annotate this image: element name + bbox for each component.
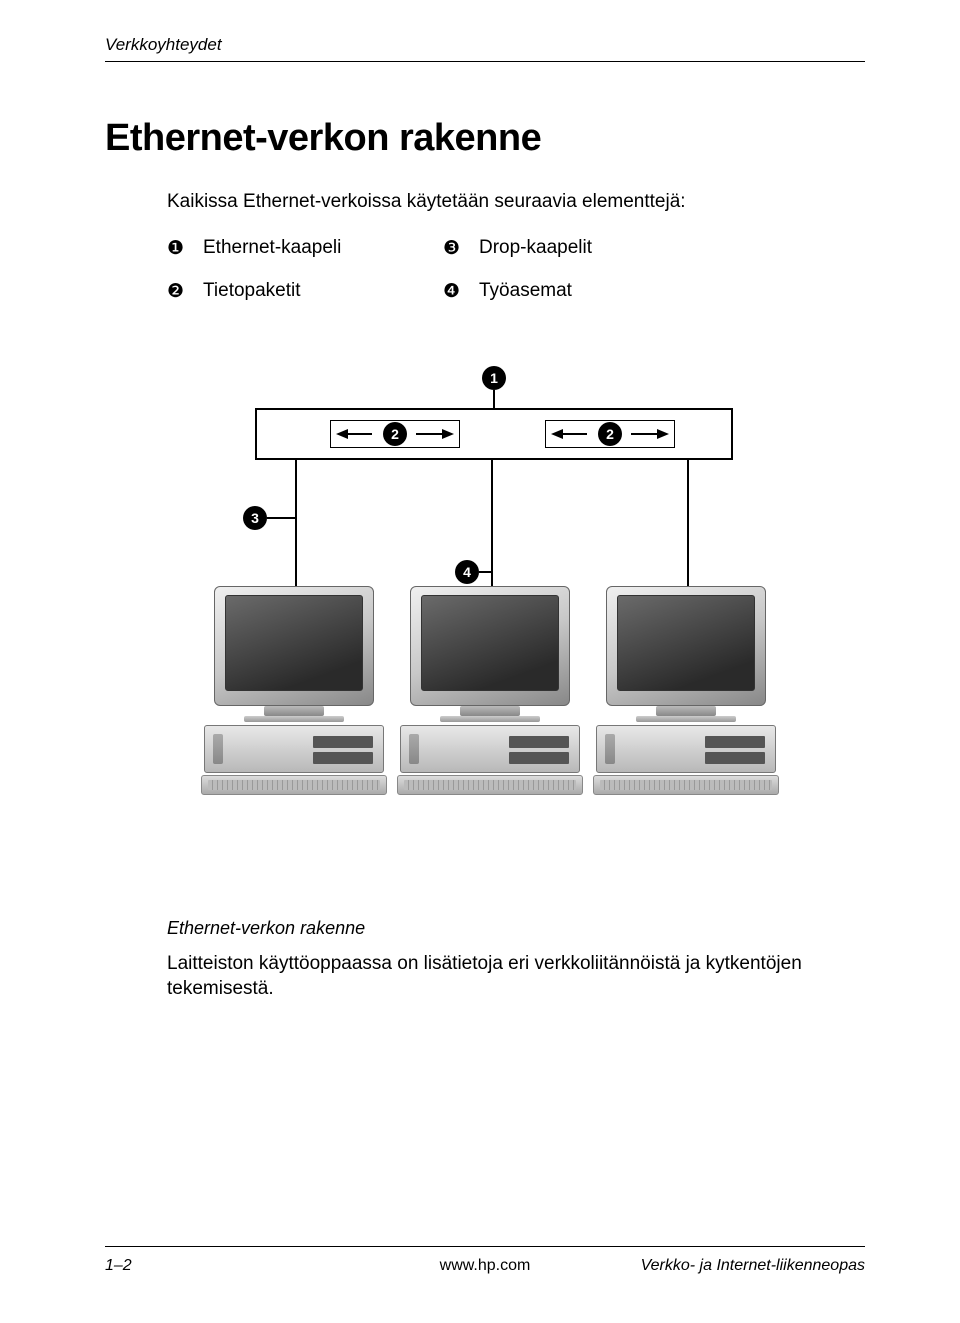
ethernet-diagram: 1 2 2 3 4 xyxy=(185,358,785,888)
diagram-caption: Ethernet-verkon rakenne xyxy=(167,918,865,939)
header-rule xyxy=(105,61,865,62)
page-title: Ethernet-verkon rakenne xyxy=(105,117,865,160)
legend-grid: ❶ Ethernet-kaapeli ❸ Drop-kaapelit ❷ Tie… xyxy=(167,237,865,303)
legend-label-4: Työasemat xyxy=(479,280,719,302)
callout-1: 1 xyxy=(482,366,506,390)
legend-label-1: Ethernet-kaapeli xyxy=(203,237,443,259)
page-footer: 1–2 www.hp.com Verkko- ja Internet-liike… xyxy=(105,1246,865,1275)
legend-num-1: ❶ xyxy=(167,237,203,260)
header-section: Verkkoyhteydet xyxy=(105,35,865,55)
callout-3: 3 xyxy=(243,506,267,530)
intro-text: Kaikissa Ethernet-verkoissa käytetään se… xyxy=(167,190,865,215)
footer-url: www.hp.com xyxy=(105,1257,865,1275)
callout-2: 2 xyxy=(383,422,407,446)
body-text: Laitteiston käyttöoppaassa on lisätietoj… xyxy=(167,951,865,1002)
legend-label-3: Drop-kaapelit xyxy=(479,237,719,259)
legend-num-3: ❸ xyxy=(443,237,479,260)
workstation xyxy=(199,586,389,795)
callout-4: 4 xyxy=(455,560,479,584)
footer-rule xyxy=(105,1246,865,1247)
drop-cable xyxy=(687,460,689,586)
legend-num-2: ❷ xyxy=(167,280,203,303)
drop-cable xyxy=(295,460,297,586)
workstation xyxy=(591,586,781,795)
drop-cable xyxy=(491,460,493,586)
workstation xyxy=(395,586,585,795)
legend-label-2: Tietopaketit xyxy=(203,280,443,302)
callout-2: 2 xyxy=(598,422,622,446)
legend-num-4: ❹ xyxy=(443,280,479,303)
